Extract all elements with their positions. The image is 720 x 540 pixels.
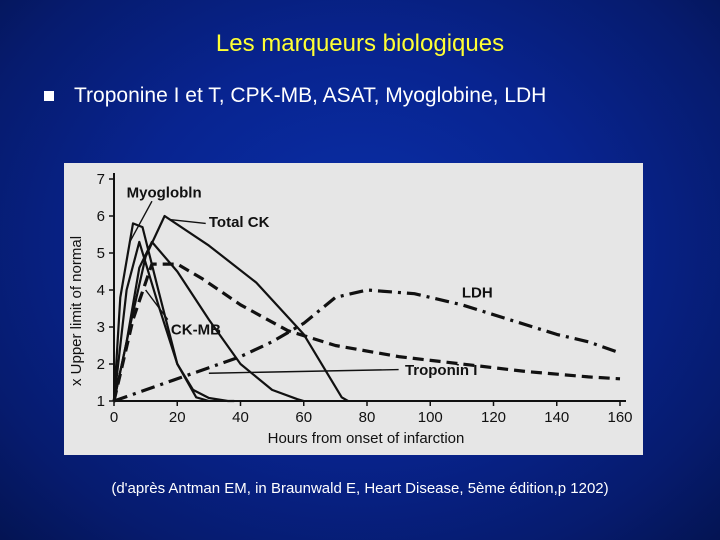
y-tick-label: 7 [97, 171, 105, 188]
bullet-square-icon [44, 91, 54, 101]
series-label: CK-MB [171, 321, 221, 338]
series-line [113, 288, 621, 403]
series-line [112, 240, 210, 403]
x-tick-label: 80 [359, 409, 376, 426]
series-line [112, 262, 621, 402]
series-line [112, 240, 305, 403]
chart-panel: 1 2 3 4 5 6 7 0 20 40 60 80 100 120 140 160 Myoglobln To… [64, 163, 643, 455]
series-label: LDH [462, 284, 493, 301]
series-labels: Myoglobln Total CK CK-MB Troponin I LDH [127, 185, 493, 380]
series-label: Myoglobln [127, 185, 202, 202]
x-tick-label: 20 [169, 409, 186, 426]
series-label: Troponin I [405, 362, 478, 379]
bullet-text: Troponine I et T, CPK-MB, ASAT, Myoglobi… [74, 84, 547, 107]
y-tick-label: 5 [97, 245, 105, 262]
y-tick-label: 3 [97, 319, 105, 336]
x-tick-label: 140 [544, 409, 569, 426]
x-tick-label: 0 [110, 409, 118, 426]
bullet-item: Troponine I et T, CPK-MB, ASAT, Myoglobi… [44, 84, 546, 108]
x-axis-label: Hours from onset of infarction [268, 430, 465, 447]
label-pointer [170, 219, 206, 225]
source-caption: (d'après Antman EM, in Braunwald E, Hear… [111, 480, 609, 497]
y-tick-label: 4 [97, 282, 105, 299]
axes: 1 2 3 4 5 6 7 0 20 40 60 80 100 120 140 160 [97, 171, 633, 426]
label-pointer [129, 200, 153, 243]
series-line [112, 214, 349, 402]
x-tick-label: 40 [232, 409, 249, 426]
y-tick-label: 1 [97, 393, 105, 410]
x-tick-label: 160 [607, 409, 632, 426]
x-tick-label: 60 [295, 409, 312, 426]
slide-title: Les marqueurs biologiques [215, 30, 505, 57]
x-tick-label: 100 [418, 409, 443, 426]
series-line [112, 222, 235, 403]
y-tick-label: 2 [97, 356, 105, 373]
y-tick-label: 6 [97, 208, 105, 225]
series-label: Total CK [209, 214, 270, 231]
marker-chart: 1 2 3 4 5 6 7 0 20 40 60 80 100 120 140 160 Myoglobln To… [68, 171, 633, 447]
series-layer [112, 214, 621, 403]
y-axis-label: x Upper limit of normal [68, 236, 85, 386]
x-tick-label: 120 [481, 409, 506, 426]
label-pointer [208, 368, 399, 374]
label-pointer [145, 289, 169, 321]
